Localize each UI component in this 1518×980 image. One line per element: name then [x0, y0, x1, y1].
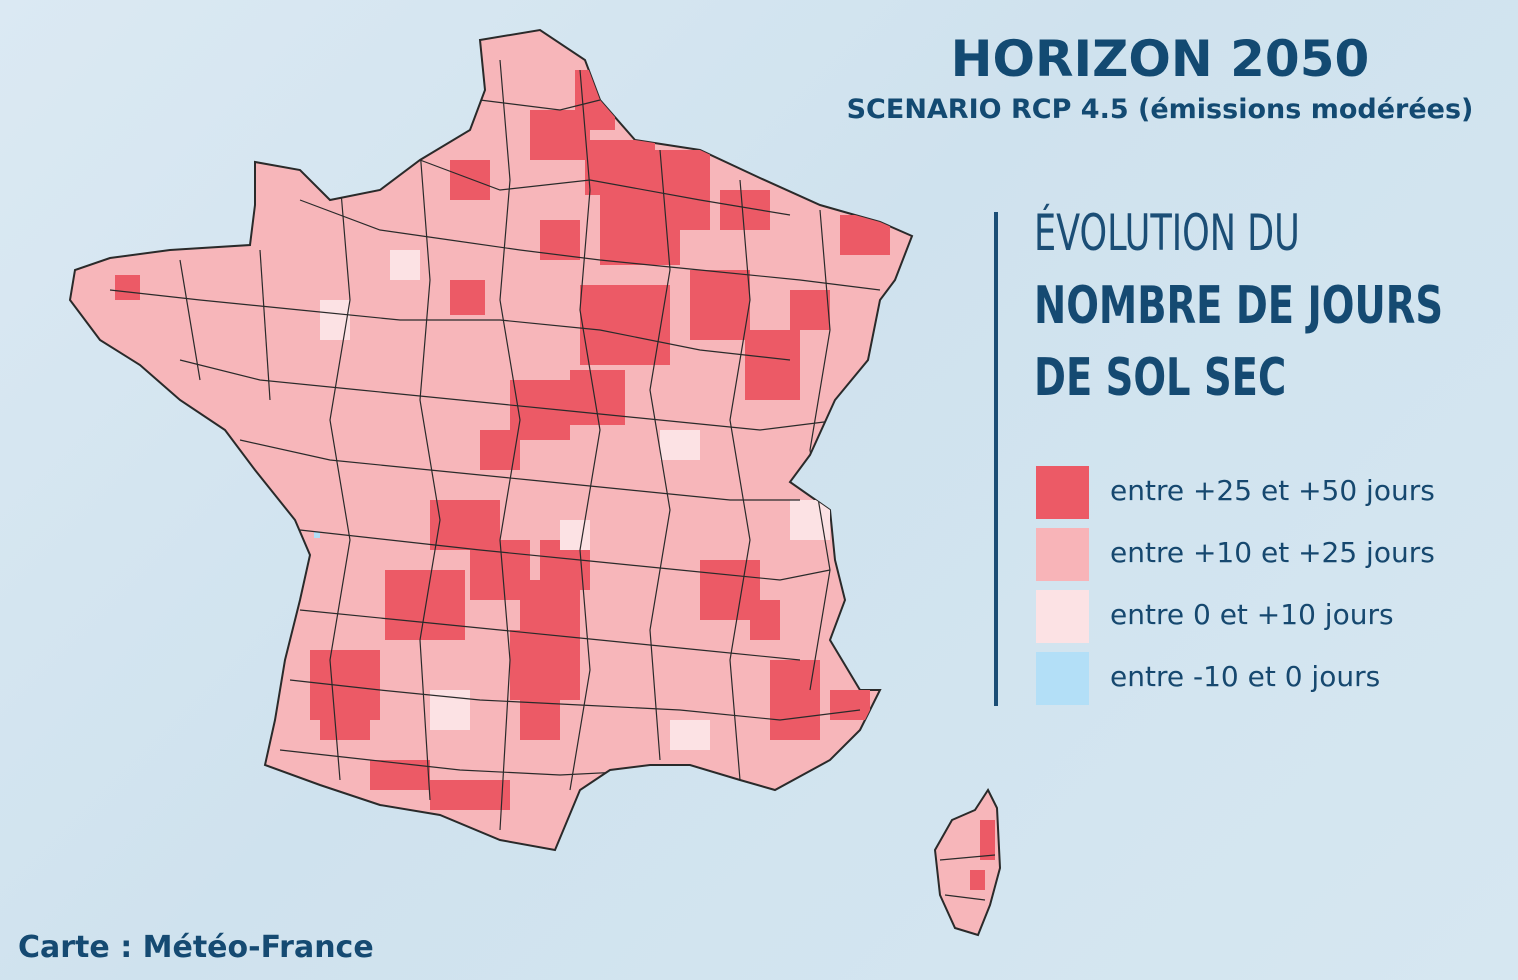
legend-heading-line3: DE SOL SEC: [1034, 348, 1287, 408]
hotspot-allier: [480, 430, 520, 470]
hotspot-normandie: [450, 160, 490, 200]
legend-label: entre 0 et +10 jours: [1110, 598, 1394, 631]
legend-item: entre +25 et +50 jours: [1036, 466, 1496, 520]
hotspots-high: [115, 70, 890, 810]
department-borders: [109, 59, 881, 831]
hotspot-sarthe: [450, 280, 485, 315]
legend-heading-line1: ÉVOLUTION DU: [1034, 204, 1300, 262]
hotspot-north-2: [530, 110, 590, 160]
patch-6: [390, 250, 420, 280]
hotspot-tarn: [520, 690, 560, 740]
hotspot-vosges: [790, 290, 830, 330]
hotspot-pyrenees: [430, 780, 510, 810]
legend-swatch: [1036, 652, 1089, 705]
map-title: HORIZON 2050: [950, 30, 1370, 88]
hotspot-charente: [385, 570, 465, 640]
legend-label: entre +10 et +25 jours: [1110, 536, 1435, 569]
hotspot-lot: [510, 630, 580, 700]
hotspot-alpes: [830, 690, 870, 720]
patch-1: [320, 300, 350, 340]
legend-item: entre -10 et 0 jours: [1036, 652, 1496, 706]
hotspot-marne: [600, 195, 680, 265]
map-credit: Carte : Météo-France: [18, 930, 374, 965]
corsica-hotspot-2: [970, 870, 985, 890]
legend-divider: [994, 212, 998, 706]
patch-7: [560, 520, 590, 550]
map-subtitle: SCENARIO RCP 4.5 (émissions modérées): [846, 94, 1474, 125]
corsica: [933, 787, 1002, 937]
patch-negative: [314, 532, 320, 538]
legend-label: entre +25 et +50 jours: [1110, 474, 1435, 507]
legend-item: entre 0 et +10 jours: [1036, 590, 1496, 644]
hotspot-pau: [370, 760, 430, 790]
legend-heading-line2: NOMBRE DE JOURS: [1034, 276, 1444, 336]
patch-3: [670, 720, 710, 750]
mainland-france: [68, 28, 914, 852]
hotspot-burgundy: [580, 285, 670, 365]
legend-label: entre -10 et 0 jours: [1110, 660, 1381, 693]
legend-swatch: [1036, 466, 1089, 519]
corsica-hotspot: [980, 820, 995, 860]
hotspot-provence: [770, 660, 820, 740]
patch-5: [660, 430, 700, 460]
hotspot-alsace: [840, 215, 890, 255]
legend-item: entre +10 et +25 jours: [1036, 528, 1496, 582]
patches-low: [320, 250, 830, 750]
corsica-fill: [933, 787, 1002, 937]
legend-swatch: [1036, 528, 1089, 581]
hotspot-lorraine: [690, 270, 750, 340]
hotspot-ile-de-france: [540, 220, 580, 260]
legend-swatch: [1036, 590, 1089, 643]
hotspot-franche-comte: [745, 330, 800, 400]
hotspot-drome: [750, 600, 780, 640]
hotspot-landes: [320, 700, 370, 740]
hotspot-bretagne: [115, 275, 140, 300]
